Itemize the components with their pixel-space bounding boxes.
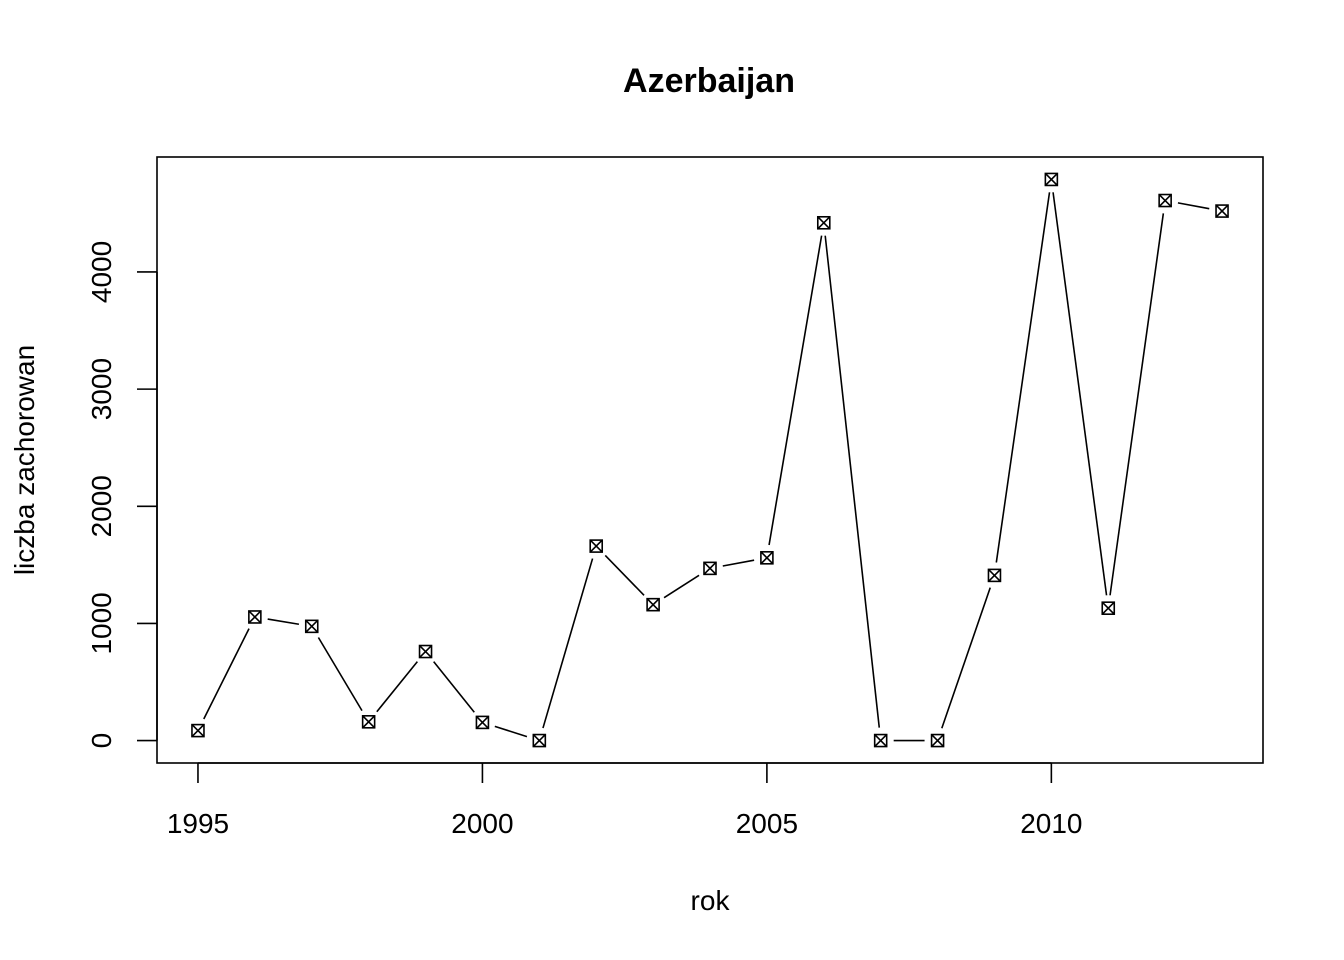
data-point xyxy=(1158,193,1172,208)
data-point xyxy=(589,539,604,553)
data-point xyxy=(703,561,717,576)
series-segment xyxy=(824,235,881,728)
data-point xyxy=(1215,204,1229,218)
data-point xyxy=(816,215,831,230)
series-segment xyxy=(768,235,823,546)
series-segment xyxy=(267,618,300,626)
series-segment xyxy=(542,558,594,729)
data-point xyxy=(191,723,205,738)
data-point xyxy=(930,733,945,748)
y-tick-label: 3000 xyxy=(86,358,117,420)
data-point xyxy=(532,733,547,748)
data-point xyxy=(1101,601,1116,615)
series-points xyxy=(191,172,1229,748)
series-segment xyxy=(1052,192,1108,596)
series-segment xyxy=(995,192,1051,563)
x-axis: 1995 2000 2005 2010 xyxy=(167,762,1083,839)
plot-frame xyxy=(156,156,1264,764)
series-line xyxy=(203,192,1210,742)
series-segment xyxy=(433,661,475,713)
y-tick-label: 4000 xyxy=(86,241,117,303)
series-segment xyxy=(663,574,700,599)
y-tick-label: 2000 xyxy=(86,475,117,537)
data-point xyxy=(418,644,433,659)
data-point xyxy=(304,619,319,634)
series-segment xyxy=(494,725,528,738)
x-tick-label: 2005 xyxy=(736,808,798,839)
series-segment xyxy=(203,628,250,720)
series-segment xyxy=(317,637,363,712)
data-point xyxy=(361,715,376,729)
x-tick-label: 2000 xyxy=(451,808,513,839)
series-segment xyxy=(1109,213,1165,596)
data-point xyxy=(1044,172,1059,187)
x-tick-label: 2010 xyxy=(1020,808,1082,839)
data-point xyxy=(248,610,262,624)
x-tick-label: 1995 xyxy=(167,808,229,839)
series-segment xyxy=(376,661,418,713)
chart-title: Azerbaijan xyxy=(623,62,795,100)
y-tick-label: 0 xyxy=(86,733,117,749)
x-axis-label: rok xyxy=(691,885,731,916)
y-axis: 0 1000 2000 3000 4000 xyxy=(86,241,158,749)
y-tick-label: 1000 xyxy=(86,592,117,654)
data-point xyxy=(646,597,660,612)
series-segment xyxy=(1177,202,1210,210)
series-segment xyxy=(722,559,755,567)
series-segment xyxy=(604,554,645,596)
data-point xyxy=(475,715,490,730)
series-segment xyxy=(941,587,991,729)
data-point xyxy=(873,733,888,748)
data-point xyxy=(987,568,1002,583)
data-point xyxy=(760,551,774,565)
y-axis-label: liczba zachorowan xyxy=(9,345,40,575)
